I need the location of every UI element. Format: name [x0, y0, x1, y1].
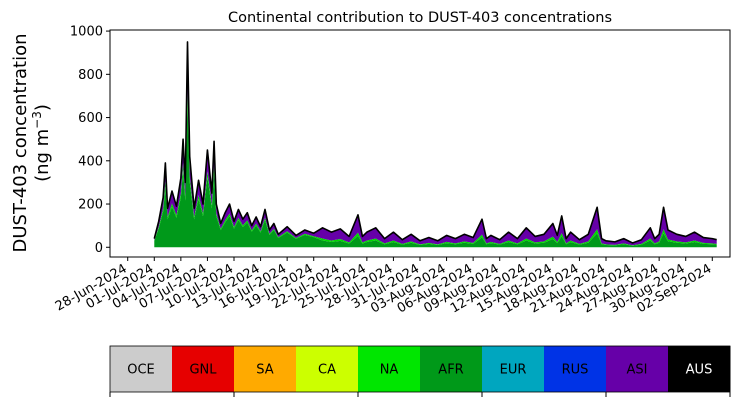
legend-cell-afr: AFR — [420, 346, 483, 392]
area-asi — [154, 41, 717, 246]
legend-cell-rus: RUS — [544, 346, 607, 392]
y-axis-label: DUST-403 concentration (ng m−3) — [10, 33, 53, 252]
y-tick-label: 0 — [95, 241, 103, 256]
stacked-areas — [154, 41, 717, 248]
x-axis: 28-Jun-202401-Jul-202404-Jul-202407-Jul-… — [53, 257, 714, 317]
legend-label: AUS — [686, 363, 713, 378]
y-axis: 0 200 400 600 800 1000 — [70, 25, 110, 256]
legend-cell-asi: ASI — [606, 346, 669, 392]
legend-swatch — [482, 346, 545, 392]
legend-swatch — [172, 346, 235, 392]
legend-cell-ca: CA — [296, 346, 359, 392]
y-axis-label-line2: (ng m−3) — [30, 104, 53, 182]
legend-label: AFR — [438, 363, 463, 378]
legend-colorbar: OCE GNL SA CA NA AFR EUR RUS ASI AUS — [109, 345, 731, 397]
legend-label: SA — [256, 363, 273, 378]
y-tick-label: 600 — [78, 111, 103, 126]
legend-swatch — [544, 346, 607, 392]
y-tick-label: 1000 — [70, 25, 103, 40]
legend-swatch — [110, 346, 173, 392]
legend-label: EUR — [500, 363, 527, 378]
chart-title: Continental contribution to DUST-403 con… — [228, 10, 612, 26]
series-total-line — [153, 41, 717, 244]
legend-label: GNL — [189, 363, 217, 378]
y-tick-label: 800 — [78, 68, 103, 83]
legend-cell-oce: OCE — [110, 346, 173, 392]
legend-cell-eur: EUR — [482, 346, 545, 392]
legend-label: RUS — [562, 363, 589, 378]
legend-cell-sa: SA — [234, 346, 297, 392]
total-line — [153, 41, 717, 244]
legend-swatch — [606, 346, 669, 392]
legend-swatch — [234, 346, 297, 392]
y-axis-unit-suffix: ) — [32, 104, 53, 111]
legend-label: ASI — [627, 363, 648, 378]
legend-label: CA — [318, 363, 336, 378]
legend-cell-na: NA — [358, 346, 421, 392]
legend-cell-aus: AUS — [668, 346, 731, 392]
legend-swatch — [358, 346, 421, 392]
y-axis-unit-prefix: (ng m — [32, 129, 53, 182]
legend-swatch — [668, 346, 731, 392]
y-tick-label: 200 — [78, 198, 103, 213]
legend-label: OCE — [127, 363, 155, 378]
legend-label: NA — [380, 363, 399, 378]
y-axis-label-line1: DUST-403 concentration — [10, 33, 31, 252]
legend-cell-gnl: GNL — [172, 346, 235, 392]
legend-swatch — [420, 346, 483, 392]
legend-swatch — [296, 346, 359, 392]
y-tick-label: 400 — [78, 154, 103, 169]
y-axis-unit-exponent: −3 — [30, 111, 44, 129]
area-afr — [154, 99, 717, 248]
legend-frame — [109, 345, 731, 393]
